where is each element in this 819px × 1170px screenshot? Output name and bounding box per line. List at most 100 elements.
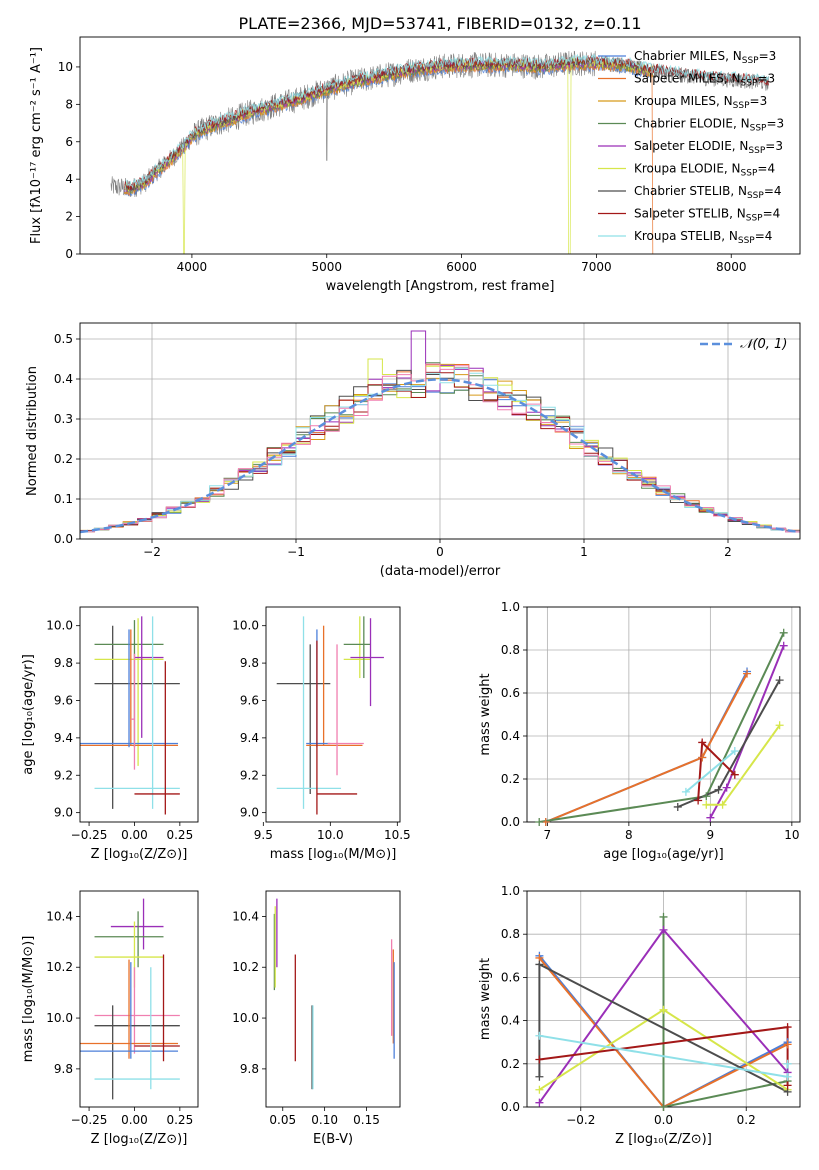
y-tick-label: 0.4 xyxy=(501,1014,520,1028)
y-axis-label: mass weight xyxy=(478,673,493,755)
mass_vs_ebv-panel: 0.05 0.10 0.15 9.8 10.0 10.2 10.4 E(B-V) xyxy=(232,890,401,1147)
weight_vs_Z-panel: −0.2 0.0 0.2 0.0 0.2 0.4 0.6 0.8 1.0 Z [log₁₀(Z/Z… xyxy=(478,884,801,1147)
legend-label: Kroupa MILES, NSSP=3 xyxy=(634,94,767,111)
weight-marker xyxy=(681,787,690,796)
weight-marker xyxy=(694,796,703,805)
x-axis-label: E(B-V) xyxy=(313,1132,353,1147)
weight-line xyxy=(538,957,789,1107)
legend-sub: SSP xyxy=(741,169,758,179)
x-tick-label: 1 xyxy=(580,545,588,559)
y-tick-label: 9.4 xyxy=(240,731,259,745)
legend-label: Salpeter STELIB, NSSP=4 xyxy=(634,207,780,224)
legend-label: Kroupa STELIB, NSSP=4 xyxy=(634,229,772,246)
y-tick-label: 0.2 xyxy=(501,772,520,786)
x-tick-label: 2 xyxy=(724,545,732,559)
y-tick-label: 9.6 xyxy=(54,693,73,707)
x-tick-label: 9 xyxy=(707,828,715,842)
model-line xyxy=(124,61,654,254)
weight-marker xyxy=(659,912,668,921)
y-tick-label: 0.6 xyxy=(501,970,520,984)
legend-sub: SSP xyxy=(748,146,765,156)
y-tick-label: 0.2 xyxy=(501,1057,520,1071)
weight-marker xyxy=(783,1081,792,1090)
x-axis-label: (data-model)/error xyxy=(380,564,501,579)
plot-area xyxy=(539,632,785,822)
x-tick-label: −0.2 xyxy=(566,1113,595,1127)
y-tick-label: 10.0 xyxy=(232,619,259,633)
y-tick-label: 9.8 xyxy=(54,656,73,670)
x-tick-label: −2 xyxy=(143,545,161,559)
weight-line xyxy=(545,673,748,822)
x-axis-label: wavelength [Angstrom, rest frame] xyxy=(326,279,555,294)
x-axis-label: age [log₁₀(age/yr)] xyxy=(603,847,724,862)
legend-value: =3 xyxy=(766,117,784,131)
weight-marker xyxy=(718,800,727,809)
weight-marker xyxy=(730,770,739,779)
weight-marker xyxy=(698,738,707,747)
x-tick-label: 5000 xyxy=(311,260,342,274)
weight-marker xyxy=(659,1005,668,1014)
y-tick-label: 10.2 xyxy=(232,960,259,974)
legend-label: Chabrier STELIB, NSSP=4 xyxy=(634,184,782,201)
model-line xyxy=(124,53,769,189)
plot-area xyxy=(110,50,769,254)
x-tick-label: 10 xyxy=(784,828,799,842)
weight-marker xyxy=(722,783,731,792)
y-tick-label: 0 xyxy=(65,247,73,261)
plot-area xyxy=(80,898,180,1100)
legend-sub: SSP xyxy=(742,56,759,66)
weight-line xyxy=(662,916,788,1107)
legend-sub: SSP xyxy=(750,124,767,134)
y-tick-label: 0.0 xyxy=(501,1100,520,1114)
weight-line xyxy=(685,750,736,793)
y-tick-label: 10 xyxy=(58,60,73,74)
y-tick-label: 9.8 xyxy=(240,656,259,670)
x-tick-label: −0.25 xyxy=(71,828,108,842)
weight-marker xyxy=(706,813,715,822)
y-tick-label: 6 xyxy=(65,135,73,149)
legend-sub: SSP xyxy=(733,101,750,111)
figure-title: PLATE=2366, MJD=53741, FIBERID=0132, z=0… xyxy=(238,14,641,33)
x-tick-label: 0.15 xyxy=(353,1113,380,1127)
y-tick-label: 0.6 xyxy=(501,686,520,700)
y-tick-label: 9.8 xyxy=(54,1062,73,1076)
y-axis-label: mass weight xyxy=(478,958,493,1040)
y-tick-label: 9.2 xyxy=(240,768,259,782)
y-tick-label: 9.6 xyxy=(240,693,259,707)
y-tick-label: 0.4 xyxy=(501,729,520,743)
y-tick-label: 10.0 xyxy=(46,1011,73,1025)
weight-marker xyxy=(659,925,668,934)
weight-marker xyxy=(535,1098,544,1107)
x-tick-label: 0.00 xyxy=(121,828,148,842)
weight-marker xyxy=(535,1085,544,1094)
legend-label: 𝒩(0, 1) xyxy=(740,337,787,352)
plot-area xyxy=(276,616,384,815)
legend-value: =4 xyxy=(757,162,775,176)
axes-frame xyxy=(265,606,401,823)
legend-label: Salpeter MILES, NSSP=3 xyxy=(634,72,775,89)
x-axis-label: Z [log₁₀(Z/Z⊙)] xyxy=(615,1132,712,1147)
weight-marker xyxy=(702,800,711,809)
weight-marker xyxy=(702,792,711,801)
y-tick-label: 4 xyxy=(65,172,73,186)
weight-marker xyxy=(779,641,788,650)
x-tick-label: 7 xyxy=(544,828,552,842)
x-tick-label: 4000 xyxy=(177,260,208,274)
y-tick-label: 9.0 xyxy=(240,806,259,820)
y-tick-label: 8 xyxy=(65,97,73,111)
y-tick-label: 1.0 xyxy=(501,600,520,614)
legend-label: Chabrier ELODIE, NSSP=3 xyxy=(634,117,784,134)
legend-value: =3 xyxy=(759,49,777,63)
x-tick-label: 0.10 xyxy=(311,1113,338,1127)
x-axis-label: mass [log₁₀(M/M⊙)] xyxy=(270,847,397,862)
plot-area xyxy=(80,330,800,534)
legend-value: =4 xyxy=(764,184,782,198)
residual-panel: −2 −1 0 1 2 0.0 0.1 0.2 0.3 0.4 0.5 (data-model)/er… xyxy=(25,322,801,579)
axes-frame xyxy=(79,36,801,255)
weight-marker xyxy=(783,1072,792,1081)
legend-value: =3 xyxy=(757,72,775,86)
weight-marker xyxy=(775,676,784,685)
y-tick-label: 0.0 xyxy=(54,532,73,546)
y-tick-label: 10.0 xyxy=(232,1011,259,1025)
